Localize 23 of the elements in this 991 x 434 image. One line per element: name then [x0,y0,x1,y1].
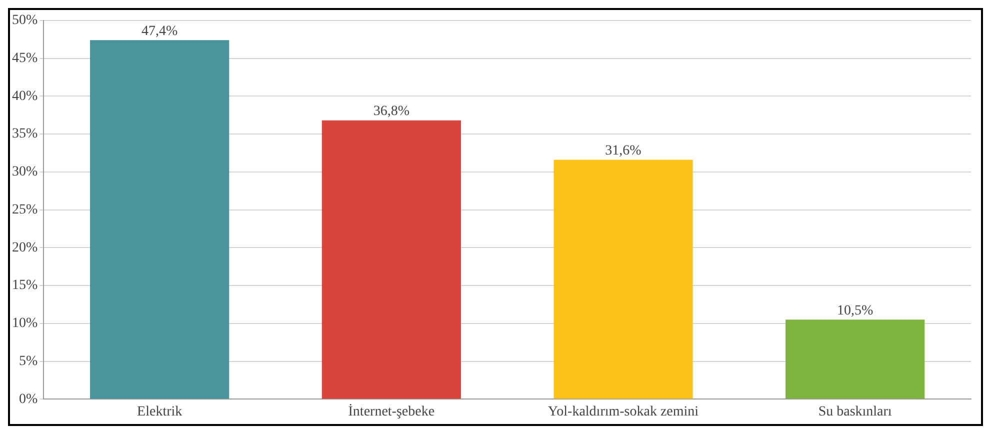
data-label: 47,4% [141,24,178,39]
data-label: 36,8% [373,104,410,120]
y-tick-label: 40% [12,88,38,104]
bar [90,40,230,399]
bar [786,320,925,399]
bar [322,120,461,399]
y-tick-label: 25% [12,202,38,218]
bar [554,160,693,399]
x-tick-label: Elektrik [137,404,182,420]
data-label: 31,6% [605,143,642,158]
data-label: 10,5% [836,303,874,318]
y-tick-label: 0% [18,392,38,407]
y-tick-label: 10% [12,316,38,332]
y-tick-label: 35% [12,126,38,142]
y-tick-label: 20% [12,240,38,256]
y-tick-label: 30% [12,164,38,180]
y-tick-label: 5% [18,354,38,369]
y-tick-label: 15% [12,278,38,294]
y-tick-label: 45% [12,50,38,66]
x-tick-label: Yol-kaldırım-sokak zemini [548,404,699,420]
y-tick-label: 50% [12,13,38,28]
x-tick-label: Su baskınları [818,404,892,420]
x-tick-label: İnternet-şebeke [348,403,435,420]
